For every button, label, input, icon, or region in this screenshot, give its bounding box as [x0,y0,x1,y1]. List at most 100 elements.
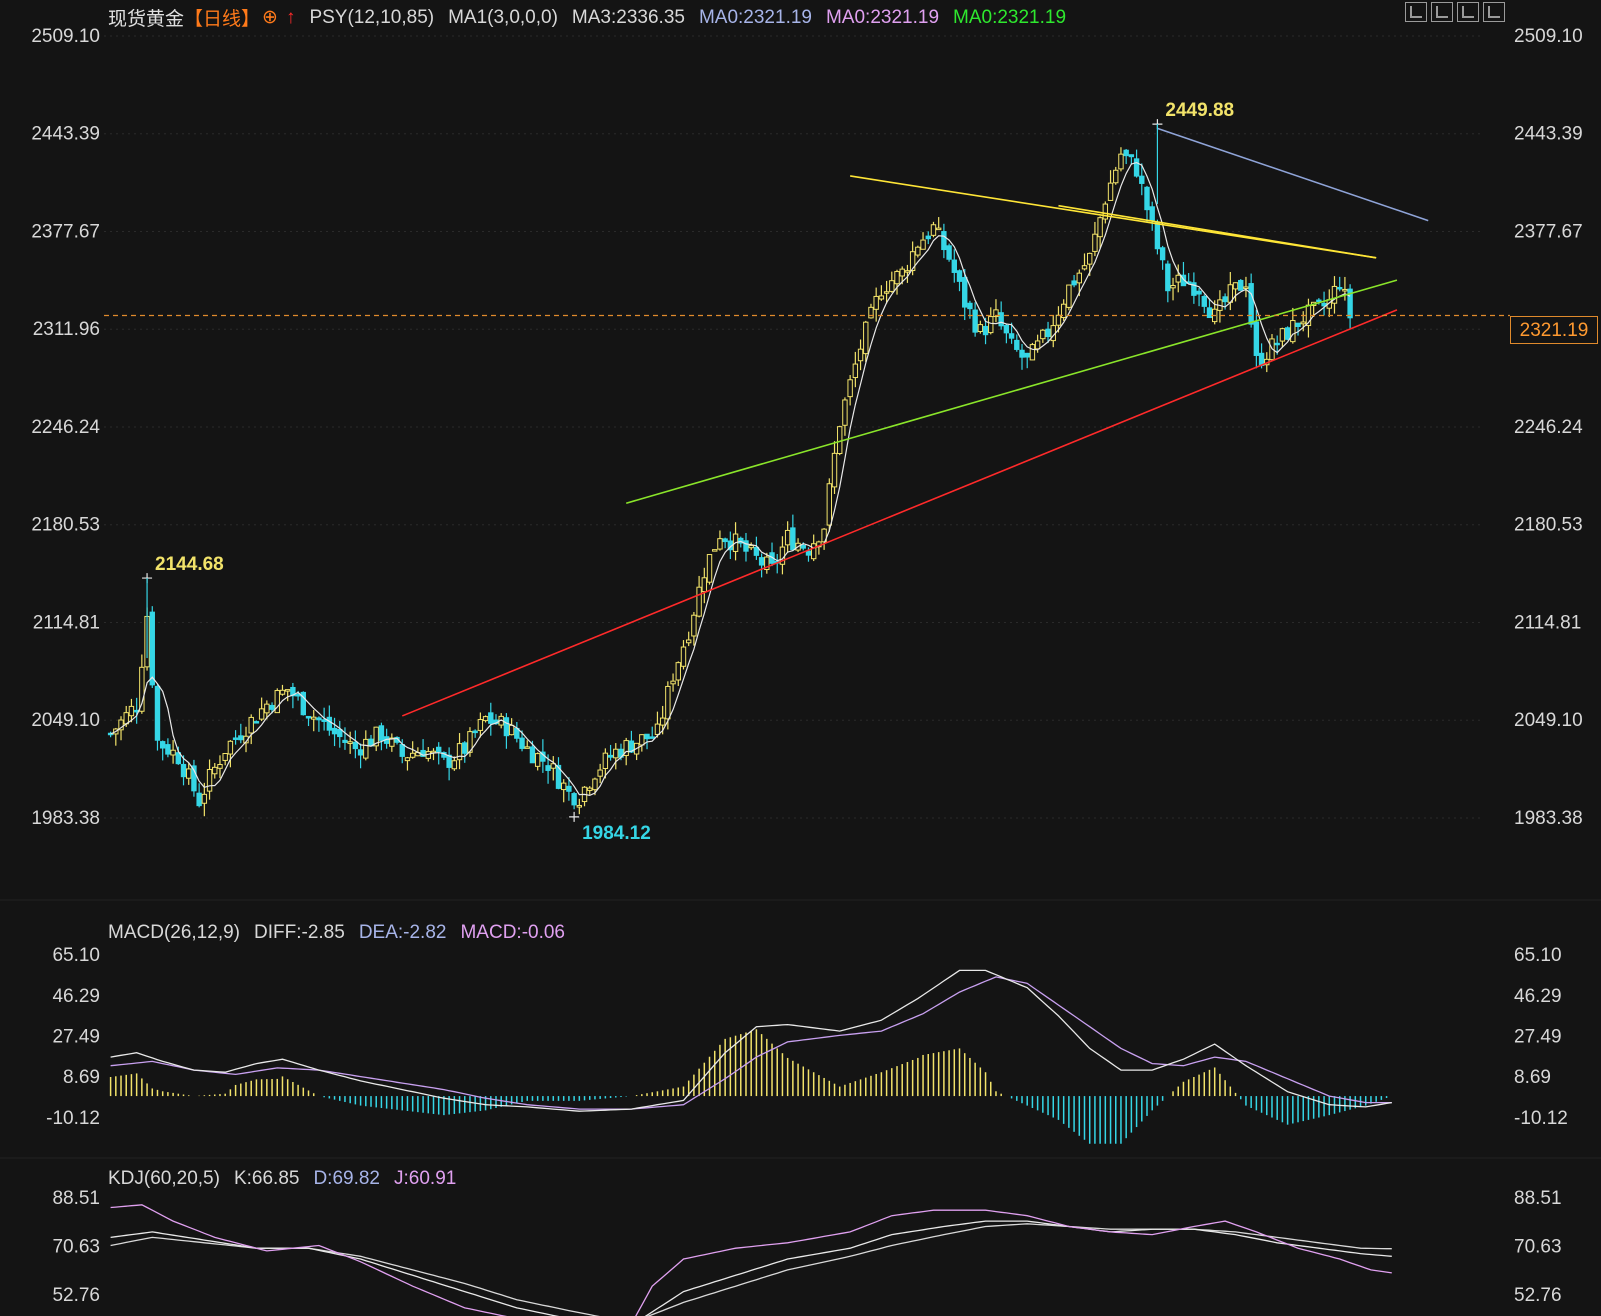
candle-body [915,246,921,256]
candle-body [701,577,708,593]
candle-body [1133,158,1140,177]
kdj-legend-item: J:60.91 [394,1168,457,1189]
candle-body [1191,282,1197,296]
candle-body [316,717,322,721]
candle-body [128,705,135,717]
candle-body [764,556,770,570]
extreme-label: 1984.12 [582,823,651,844]
crosshair-icon[interactable]: ⊕ [262,7,278,28]
candle-body [644,733,650,740]
candle-body [691,614,697,637]
candle-body [826,483,833,526]
candle-body [295,694,301,697]
resistance-trendline [1058,204,1377,259]
candle-body [1102,203,1109,220]
candle-body [941,231,947,251]
candle-body [232,737,239,740]
y-tick-label-left: 2049.10 [31,710,100,731]
candle-body [326,716,333,731]
candle-body [1071,280,1077,286]
candle-body [191,765,197,792]
macd-tick-left: 46.29 [52,986,100,1007]
macd-tick-left: 27.49 [52,1027,100,1048]
macd-legend-item: MACD:-0.06 [460,922,565,943]
up-arrow-icon: ↑ [285,6,296,28]
macd-legend: MACD(26,12,9) DIFF:-2.85 DEA:-2.82 MACD:-0.… [108,922,565,944]
indicator-item: MA3:2336.35 [571,6,685,28]
candle-body [868,306,874,319]
candle-body [399,744,405,757]
candle-body [488,712,494,724]
kdj-tick-right: 52.76 [1514,1285,1562,1306]
candle-body [956,270,963,282]
candle-body [1295,322,1301,327]
candle-body [149,611,155,686]
candle-body [566,785,572,792]
indicator-item: MA1(3,0,0,0) [448,6,558,28]
candle-body [1014,339,1020,350]
zoom-icon[interactable] [1457,2,1479,22]
candle-body [555,764,562,789]
candle-body [722,538,728,543]
candle-body [290,686,296,697]
candle-body [456,743,463,761]
channel-trendline [1157,127,1429,222]
candle-body [1034,340,1041,350]
candle-body [1097,217,1103,238]
candle-body [837,426,843,455]
candle-body [639,734,645,746]
period-label[interactable]: 【日线】 [184,9,261,30]
candle-body [279,689,286,695]
extreme-marker [569,811,580,822]
candle-body [482,716,489,722]
candle-body [477,719,484,731]
candle-body [154,685,161,741]
macd-tick-left: 8.69 [63,1067,100,1088]
candle-body [206,769,213,792]
candle-body [139,666,145,712]
indicator-item: MA0:2321.19 [825,6,940,28]
candle-body [920,239,926,250]
kdj-k-line [110,1220,1392,1316]
candle-body [889,280,895,292]
symbol-label: 现货黄金 [108,9,185,30]
candle-body [899,268,905,277]
kdj-legend-item: K:66.85 [233,1168,300,1189]
y-tick-label-right: 2443.39 [1514,124,1583,145]
candle-body [1081,265,1088,270]
price-panel: 2144.68 1984.12 2449.88 [104,100,1510,844]
candle-body [170,749,176,756]
candle-body [1238,279,1244,291]
kdj-tick-right: 70.63 [1514,1236,1562,1257]
candle-body [389,737,395,747]
candle-body [1008,333,1015,339]
candle-body [238,735,244,741]
layout-icon[interactable] [1405,2,1427,22]
candle-body [1248,283,1254,325]
candle-body [1336,286,1343,290]
candle-body [712,549,718,552]
candle-body [930,224,937,236]
y-tick-label-left: 2311.96 [33,319,100,340]
candle-body [363,738,369,759]
candle-body [550,763,556,769]
candle-body [436,746,442,753]
kdj-tick-left: 70.63 [52,1236,100,1257]
candle-body [790,527,796,551]
toolbar [1405,2,1505,22]
candle-body [253,721,260,724]
candle-body [873,295,879,310]
y-tick-label-left: 2246.24 [31,417,100,438]
candle-body [685,639,692,644]
candle-body [1003,324,1010,334]
candle-body [925,235,931,240]
candle-body [904,270,911,273]
candle-body [571,793,577,806]
candle-body [274,690,280,714]
settings-icon[interactable] [1483,2,1505,22]
candle-body [1060,303,1067,319]
candle-body [1284,327,1291,340]
candle-body [258,708,265,720]
chart-type-icon[interactable] [1431,2,1453,22]
candle-body [175,752,182,765]
